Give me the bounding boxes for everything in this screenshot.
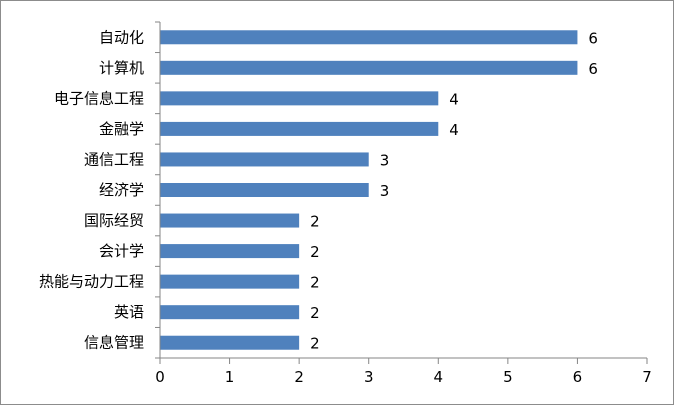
bar-5: [160, 183, 369, 197]
data-label-10: 2: [310, 335, 320, 353]
x-tick-label-6: 6: [573, 368, 583, 386]
bar-0: [160, 30, 578, 45]
data-label-2: 4: [449, 90, 459, 108]
data-label-5: 3: [380, 182, 390, 200]
x-tick-label-5: 5: [503, 368, 513, 386]
bar-2: [160, 91, 439, 106]
data-label-7: 2: [310, 243, 320, 261]
x-tick-label-1: 1: [225, 368, 235, 386]
data-label-3: 4: [449, 121, 459, 139]
category-label-2: 电子信息工程: [54, 89, 144, 107]
bar-8: [160, 274, 300, 289]
category-label-8: 热能与动力工程: [39, 273, 144, 291]
category-label-3: 金融学: [99, 120, 144, 138]
bar-9: [160, 305, 300, 320]
x-tick-label-0: 0: [155, 368, 165, 386]
category-label-7: 会计学: [99, 242, 144, 260]
data-label-0: 6: [588, 29, 598, 47]
data-label-6: 2: [310, 213, 320, 231]
data-label-1: 6: [588, 60, 598, 78]
bar-6: [160, 213, 300, 228]
x-tick-label-3: 3: [364, 368, 374, 386]
x-tick-label-7: 7: [642, 368, 652, 386]
category-label-5: 经济学: [99, 181, 144, 199]
category-label-1: 计算机: [99, 59, 144, 77]
bar-4: [160, 152, 369, 167]
bar-10: [160, 335, 300, 350]
x-tick-label-2: 2: [294, 368, 304, 386]
category-label-9: 英语: [114, 303, 144, 321]
x-tick-label-4: 4: [434, 368, 444, 386]
category-label-10: 信息管理: [84, 334, 144, 352]
category-label-0: 自动化: [99, 28, 144, 46]
data-label-9: 2: [310, 304, 320, 322]
axes-layer: [155, 21, 648, 364]
data-label-8: 2: [310, 274, 320, 292]
category-label-4: 通信工程: [84, 150, 144, 168]
bar-3: [160, 121, 439, 136]
bar-7: [160, 244, 300, 259]
data-label-4: 3: [380, 151, 390, 169]
labels-layer: 自动化 6 计算机 6 电子信息工程 4 金融学 4 通信工程 3 经济学 3 国际经贸 2 会计学 2 热能与…: [39, 28, 652, 386]
category-label-6: 国际经贸: [84, 212, 144, 230]
bar-1: [160, 60, 578, 75]
bars-layer: [160, 30, 578, 350]
